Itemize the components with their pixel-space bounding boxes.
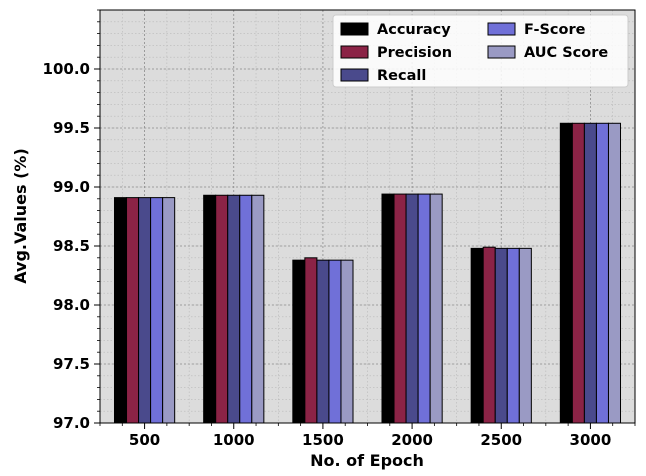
bar [340,259,354,424]
x-axis-title: No. of Epoch [310,451,424,470]
y-tick-label: 97.5 [53,355,90,373]
bar [138,197,152,424]
bar [316,259,330,424]
bar [215,194,229,424]
y-tick-label: 98.5 [53,237,90,255]
bar [239,194,253,424]
bar [251,194,265,424]
bar [203,194,217,424]
y-axis-title: Avg.Values (%) [11,148,30,284]
legend-label: Accuracy [377,22,451,38]
axis-ticks [94,9,636,429]
bar [417,193,431,424]
legend-label: AUC Score [524,45,608,61]
bar [113,197,128,424]
bar [595,122,609,424]
bar [559,122,573,424]
legend-swatch [340,22,369,36]
bar [518,247,532,424]
bar [292,259,306,424]
legend: Accuracy Precision Recall F-Score AUC Score [332,14,629,88]
legend-box [332,14,629,88]
legend-swatch [487,22,516,36]
legend-label: F-Score [524,22,586,38]
x-tick-label: 1500 [302,431,344,449]
bar [482,246,496,424]
legend-swatch [340,45,369,59]
legend-swatch [340,68,369,82]
y-tick-label: 99.0 [53,178,90,196]
bar [583,122,597,424]
legend-label: Recall [377,68,426,84]
bar [571,122,585,424]
y-tick-labels: 97.0 97.5 98.0 98.5 99.0 99.5 100.0 [43,60,90,432]
y-tick-label: 100.0 [43,60,90,78]
bar [506,247,520,424]
bar [494,247,508,424]
bar [304,257,318,424]
x-tick-label: 1000 [213,431,255,449]
x-tick-label: 2500 [480,431,522,449]
y-tick-label: 97.0 [53,414,90,432]
bar [150,197,164,424]
bar [227,194,241,424]
bar [328,259,342,424]
bar [429,193,443,424]
bar [126,197,140,424]
bar [393,193,407,424]
legend-swatch [487,45,516,59]
bar [162,197,176,424]
x-tick-labels: 500 1000 1500 2000 2500 3000 [129,431,611,449]
x-tick-label: 3000 [570,431,612,449]
bar [381,193,395,424]
legend-label: Precision [377,45,452,61]
bar [607,122,622,424]
x-tick-label: 500 [129,431,160,449]
bar [405,193,419,424]
bar [470,247,484,424]
x-tick-label: 2000 [391,431,433,449]
y-tick-label: 98.0 [53,296,90,314]
y-tick-label: 99.5 [53,119,90,137]
